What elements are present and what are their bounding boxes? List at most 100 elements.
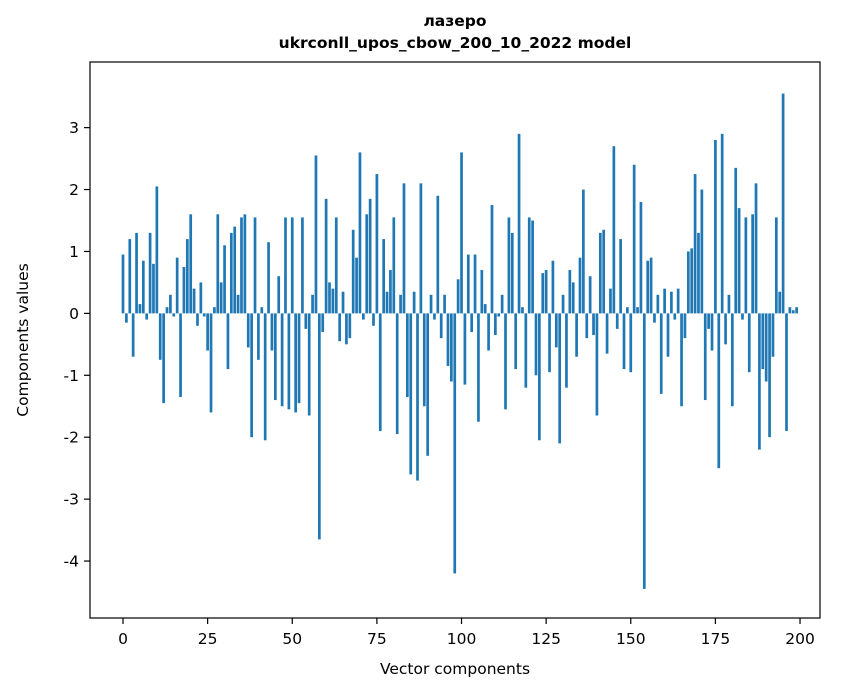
bar [703, 313, 707, 401]
bar [504, 313, 507, 410]
x-tick-label: 200 [785, 630, 815, 648]
bar [554, 313, 558, 348]
x-tick-label: 25 [198, 630, 218, 648]
bar [362, 313, 365, 320]
bar [351, 229, 355, 314]
bar [229, 232, 233, 314]
bar [707, 313, 710, 329]
bar [192, 288, 196, 314]
bar [240, 217, 243, 314]
bar [724, 313, 727, 345]
bar [392, 217, 396, 314]
bar [653, 313, 656, 323]
bar [666, 313, 670, 357]
bar [673, 313, 677, 320]
bar [758, 313, 761, 450]
bar [263, 313, 267, 441]
bar [331, 288, 335, 314]
bar [507, 217, 511, 314]
bar [307, 313, 311, 416]
bar [656, 294, 660, 314]
bar [334, 217, 338, 314]
bar [598, 232, 602, 314]
y-tick-label: 2 [69, 181, 79, 199]
y-tick-label: 0 [69, 305, 79, 323]
bar [128, 239, 132, 314]
plot-border [89, 61, 821, 619]
bar [483, 304, 487, 314]
bar [531, 220, 534, 314]
bar [565, 313, 568, 388]
bar [406, 313, 409, 397]
bar [639, 201, 643, 314]
bar [575, 313, 578, 357]
bar [585, 313, 589, 339]
bar [426, 313, 430, 456]
bar [734, 167, 738, 314]
bar [145, 313, 149, 320]
bar [683, 313, 687, 339]
bar [236, 294, 240, 314]
bar [422, 313, 426, 407]
bar [443, 294, 446, 314]
bar [348, 313, 352, 339]
bar [717, 313, 721, 469]
bar [791, 310, 795, 314]
bar [246, 313, 250, 348]
bar [280, 313, 284, 407]
bar [450, 313, 453, 382]
bar [179, 313, 182, 397]
bar [517, 133, 521, 314]
bar [494, 313, 497, 336]
bar [751, 214, 754, 314]
bar [196, 313, 199, 326]
bar [243, 214, 247, 314]
bar [287, 313, 291, 410]
bar [358, 152, 362, 314]
bar [629, 313, 633, 373]
bar [541, 273, 545, 314]
bar [402, 183, 406, 314]
bar [612, 146, 616, 314]
bar [510, 232, 514, 314]
bar [260, 307, 264, 314]
bar [165, 307, 169, 314]
bar [419, 183, 423, 314]
bar [730, 313, 734, 407]
bar [345, 313, 348, 345]
bar [304, 313, 308, 329]
bar [466, 254, 470, 314]
bar [592, 313, 595, 336]
bar [213, 307, 216, 314]
bar [199, 282, 203, 314]
bar [720, 133, 724, 314]
bar [761, 313, 765, 370]
bar [267, 242, 270, 314]
bar [125, 313, 128, 323]
bar [439, 313, 443, 339]
bar [155, 186, 159, 314]
bar [605, 313, 609, 354]
bar [138, 304, 142, 314]
bar [487, 313, 490, 351]
bar [446, 313, 450, 367]
bar [135, 232, 138, 314]
bar [223, 245, 226, 314]
bar [399, 294, 402, 314]
bar [727, 294, 731, 314]
bar [615, 313, 619, 329]
bar [233, 226, 237, 314]
bar [175, 257, 179, 314]
bar [473, 254, 477, 314]
bar [368, 198, 372, 314]
x-tick-label: 0 [118, 630, 128, 648]
bar [378, 313, 382, 432]
bar [338, 313, 341, 342]
bar [632, 164, 636, 314]
bar [697, 232, 700, 314]
bar [277, 276, 281, 314]
bar [622, 313, 626, 370]
bar [189, 214, 193, 314]
